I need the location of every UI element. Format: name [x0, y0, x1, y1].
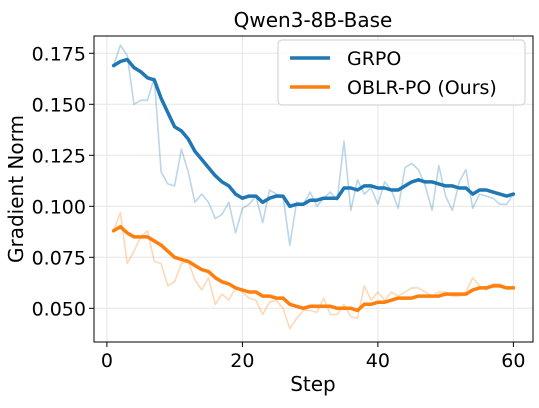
legend-label-oblr-po: OBLR-PO (Ours): [347, 77, 497, 99]
x-tick-label: 0: [101, 350, 113, 372]
x-tick-label: 60: [501, 350, 525, 372]
legend-label-grpo: GRPO: [347, 48, 401, 70]
y-tick-label: 0.100: [32, 196, 86, 218]
series-layer: [111, 44, 516, 330]
legend: GRPO OBLR-PO (Ours): [277, 39, 526, 106]
chart-title: Qwen3-8B-Base: [234, 8, 393, 32]
x-tick-label: 40: [366, 350, 390, 372]
legend-box: [277, 39, 526, 106]
y-tick-label: 0.050: [32, 298, 86, 320]
y-axis-label: Gradient Norm: [4, 115, 28, 263]
y-tick-label: 0.150: [32, 94, 86, 116]
y-tick-label: 0.175: [32, 43, 86, 65]
x-tick-label: 20: [230, 350, 254, 372]
x-axis-label: Step: [290, 372, 336, 396]
series-grpo-smoothed-line: [111, 57, 516, 209]
series-oblr-po-smoothed-line: [111, 224, 516, 313]
plot-frame: [93, 35, 534, 343]
y-tick-label: 0.125: [32, 145, 86, 167]
axis-ticks: 0 20 40 60 0.050 0.075 0.100 0.125 0.150 0.175: [32, 43, 526, 372]
y-tick-label: 0.075: [32, 247, 86, 269]
